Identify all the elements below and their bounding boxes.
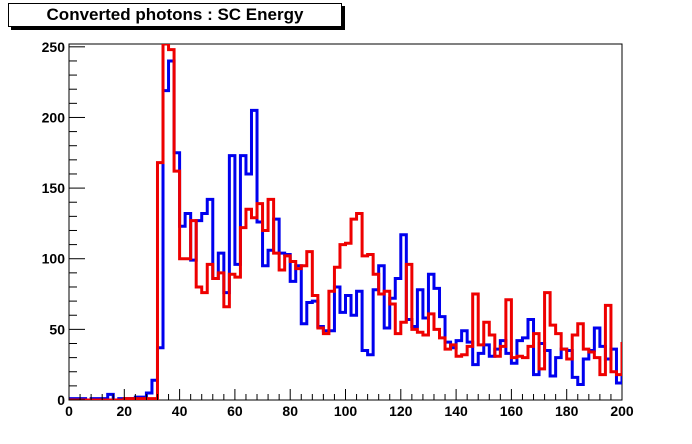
x-tick-label: 200 — [610, 403, 634, 419]
series-line-2 — [69, 44, 622, 400]
chart-title: Converted photons : SC Energy — [8, 3, 342, 27]
x-tick-label: 0 — [65, 403, 73, 419]
x-tick-label: 160 — [500, 403, 524, 419]
x-tick-label: 60 — [227, 403, 243, 419]
x-tick-label: 100 — [334, 403, 358, 419]
y-tick-label: 250 — [42, 39, 66, 55]
y-tick-label: 200 — [42, 109, 66, 125]
y-tick-label: 0 — [57, 392, 65, 408]
x-tick-label: 120 — [389, 403, 413, 419]
x-tick-label: 140 — [444, 403, 468, 419]
y-tick-label: 100 — [42, 251, 66, 267]
series-layer — [69, 44, 622, 400]
x-tick-label: 180 — [555, 403, 579, 419]
y-tick-label: 150 — [42, 180, 66, 196]
x-tick-label: 40 — [172, 403, 188, 419]
x-tick-label: 80 — [282, 403, 298, 419]
y-tick-label: 50 — [49, 321, 65, 337]
x-tick-label: 20 — [117, 403, 133, 419]
axis-layer: 0 20 40 60 80 100 120 140 160 180 200 0 50 100 150 200 2… — [42, 39, 634, 419]
